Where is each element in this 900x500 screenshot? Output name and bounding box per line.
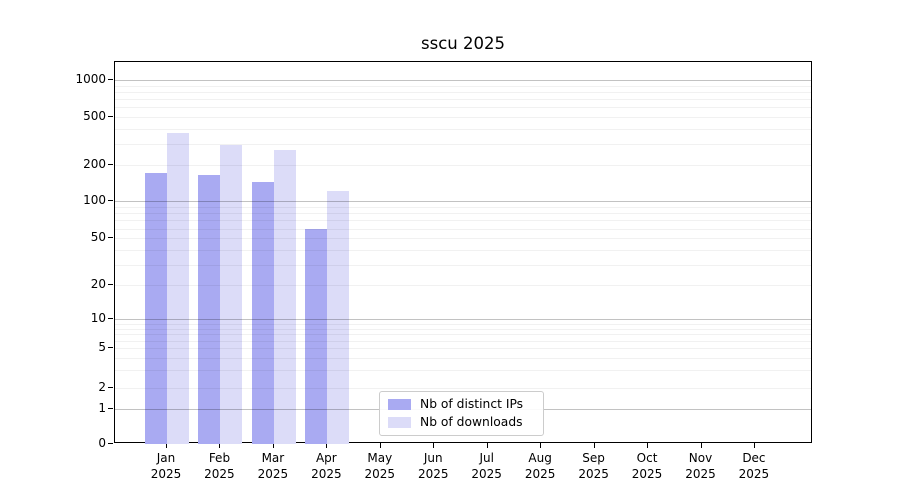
y-axis-tick [108, 200, 113, 202]
minor-gridline [115, 107, 811, 109]
x-axis-tick [166, 443, 167, 448]
minor-gridline [115, 164, 811, 166]
y-axis-tick [108, 116, 113, 117]
major-gridline [115, 201, 811, 203]
minor-gridline [115, 357, 811, 359]
y-axis-tick [108, 387, 113, 388]
minor-gridline [115, 285, 811, 287]
major-gridline [115, 80, 811, 82]
minor-gridline [115, 143, 811, 145]
y-axis-label: 5 [98, 340, 106, 355]
y-axis-tick [108, 407, 113, 409]
legend-swatch-downloads [388, 417, 411, 428]
bar-jan-downloads [167, 132, 189, 444]
x-axis-tick [433, 443, 435, 448]
minor-gridline [115, 206, 811, 208]
y-axis-label: 500 [83, 109, 106, 123]
y-axis-label: 1 [98, 400, 106, 415]
y-axis-label: 1000 [75, 72, 106, 87]
minor-gridline [115, 128, 811, 130]
minor-gridline [115, 328, 811, 330]
minor-gridline [115, 220, 811, 222]
x-axis-label-feb: Feb 2025 [204, 451, 235, 481]
x-axis-label-nov: Nov 2025 [685, 451, 716, 481]
x-axis-tick [753, 443, 755, 448]
minor-gridline [115, 323, 811, 325]
legend-item-downloads: Nb of downloads [388, 416, 535, 429]
chart-title: sscu 2025 [421, 34, 505, 53]
x-axis-tick [326, 443, 328, 448]
x-axis-label-jun: Jun 2025 [417, 451, 449, 481]
y-axis-label: 50 [90, 230, 106, 245]
minor-gridline [115, 348, 811, 350]
y-axis-tick [108, 284, 113, 286]
legend-swatch-distinct-ips [388, 399, 411, 410]
bar-feb-downloads [220, 144, 243, 444]
minor-gridline [115, 99, 811, 101]
minor-gridline [115, 370, 811, 372]
legend-label-distinct-ips: Nb of distinct IPs [420, 397, 524, 411]
y-axis-label: 10 [90, 311, 106, 326]
y-axis-tick [108, 443, 113, 444]
minor-gridline [115, 92, 811, 94]
x-axis-tick [593, 443, 595, 448]
plot-area [114, 61, 812, 444]
x-axis-label-apr: Apr 2025 [311, 451, 342, 481]
x-axis-tick [219, 443, 221, 448]
bar-apr-distinct-ips [305, 228, 328, 444]
x-axis-tick [540, 443, 542, 448]
x-axis-label-sep: Sep 2025 [578, 451, 609, 481]
y-axis-label: 100 [83, 193, 106, 208]
minor-gridline [115, 334, 811, 336]
bar-mar-downloads [273, 149, 296, 444]
x-axis-tick [379, 443, 381, 448]
y-axis-label: 20 [90, 277, 106, 292]
x-axis-label-may: May 2025 [364, 451, 396, 481]
x-axis-label-aug: Aug 2025 [524, 451, 556, 481]
minor-gridline [115, 85, 811, 87]
y-axis-label: 2 [98, 380, 106, 394]
minor-gridline [115, 238, 811, 240]
bar-apr-downloads [327, 191, 350, 444]
minor-gridline [115, 117, 811, 118]
y-axis-tick [108, 237, 113, 239]
legend-item-distinct-ips: Nb of distinct IPs [388, 398, 535, 411]
y-axis-label: 200 [83, 156, 106, 171]
minor-gridline [115, 340, 811, 342]
y-axis-tick [108, 318, 113, 320]
legend-label-downloads: Nb of downloads [420, 415, 523, 429]
y-axis-label: 0 [98, 436, 106, 450]
legend: Nb of distinct IPs Nb of downloads [379, 391, 544, 436]
x-axis-label-jan: Jan 2025 [150, 451, 182, 481]
x-axis-tick [647, 443, 649, 448]
x-axis-tick [700, 443, 702, 448]
minor-gridline [115, 388, 811, 389]
x-axis-label-jul: Jul 2025 [471, 451, 502, 481]
x-axis-label-oct: Oct 2025 [631, 451, 663, 481]
x-axis-label-mar: Mar 2025 [257, 451, 289, 481]
x-axis-tick [272, 443, 274, 448]
y-axis-tick [108, 347, 113, 349]
bar-jan-distinct-ips [145, 173, 167, 444]
minor-gridline [115, 249, 811, 251]
x-axis-tick [486, 443, 488, 448]
major-gridline [115, 319, 811, 321]
minor-gridline [115, 213, 811, 215]
y-axis-tick [108, 163, 113, 165]
bar-feb-distinct-ips [198, 174, 221, 444]
minor-gridline [115, 228, 811, 230]
minor-gridline [115, 264, 811, 266]
bar-mar-distinct-ips [251, 182, 274, 444]
x-axis-label-dec: Dec 2025 [738, 451, 770, 481]
y-axis-tick [108, 79, 113, 81]
